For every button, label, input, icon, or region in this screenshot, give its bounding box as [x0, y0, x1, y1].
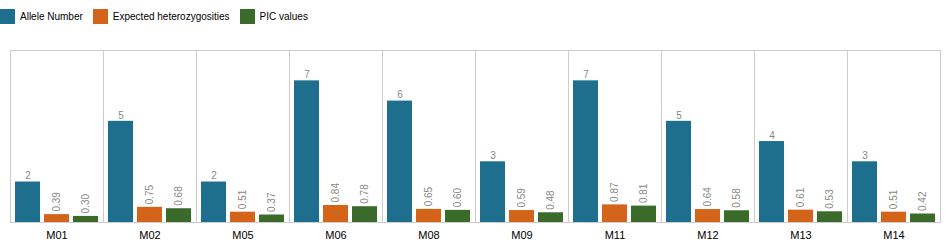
- html-text:Allele Number: Allele Number: [20, 11, 83, 22]
- svg-text:0.39: 0.39: [51, 192, 62, 212]
- svg-text:0.64: 0.64: [702, 187, 713, 207]
- svg-text:0.42: 0.42: [917, 191, 928, 211]
- svg-text:3: 3: [490, 150, 496, 161]
- svg-text:0.58: 0.58: [731, 188, 742, 208]
- svg-text:0.81: 0.81: [638, 183, 649, 203]
- svg-text:0.68: 0.68: [173, 186, 184, 206]
- svg-text:M08: M08: [418, 229, 439, 241]
- svg-text:0.87: 0.87: [609, 182, 620, 202]
- svg-text:7: 7: [304, 69, 310, 80]
- svg-text:5: 5: [676, 110, 682, 121]
- svg-text:M02: M02: [139, 229, 160, 241]
- svg-text:0.53: 0.53: [824, 189, 835, 209]
- html-text:PIC values: PIC values: [259, 11, 308, 22]
- svg-text:0.60: 0.60: [452, 187, 463, 207]
- svg-text:6: 6: [397, 89, 403, 100]
- html-text:Expected heterozygosities: Expected heterozygosities: [112, 11, 230, 22]
- svg-text:0.37: 0.37: [266, 192, 277, 212]
- svg-text:M05: M05: [232, 229, 253, 241]
- svg-text:0.61: 0.61: [795, 187, 806, 207]
- svg-text:4: 4: [769, 130, 775, 141]
- svg-text:2: 2: [211, 170, 217, 181]
- svg-text:0.51: 0.51: [237, 189, 248, 209]
- svg-text:M12: M12: [697, 229, 718, 241]
- svg-text:M14: M14: [883, 229, 904, 241]
- svg-text:M11: M11: [605, 229, 626, 241]
- svg-text:0.84: 0.84: [330, 183, 341, 203]
- svg-text:5: 5: [118, 110, 124, 121]
- svg-text:M09: M09: [511, 229, 532, 241]
- svg-text:M01: M01: [46, 229, 67, 241]
- svg-text:0.65: 0.65: [423, 186, 434, 206]
- svg-text:0.59: 0.59: [516, 188, 527, 208]
- svg-text:0.75: 0.75: [144, 184, 155, 204]
- svg-text:0.30: 0.30: [80, 194, 91, 214]
- svg-text:2: 2: [25, 170, 31, 181]
- svg-text:M13: M13: [790, 229, 811, 241]
- svg-text:7: 7: [583, 69, 589, 80]
- svg-text:0.48: 0.48: [545, 190, 556, 210]
- svg-text:0.78: 0.78: [359, 184, 370, 204]
- svg-text:M06: M06: [325, 229, 346, 241]
- svg-text:3: 3: [862, 150, 868, 161]
- svg-text:0.51: 0.51: [888, 189, 899, 209]
